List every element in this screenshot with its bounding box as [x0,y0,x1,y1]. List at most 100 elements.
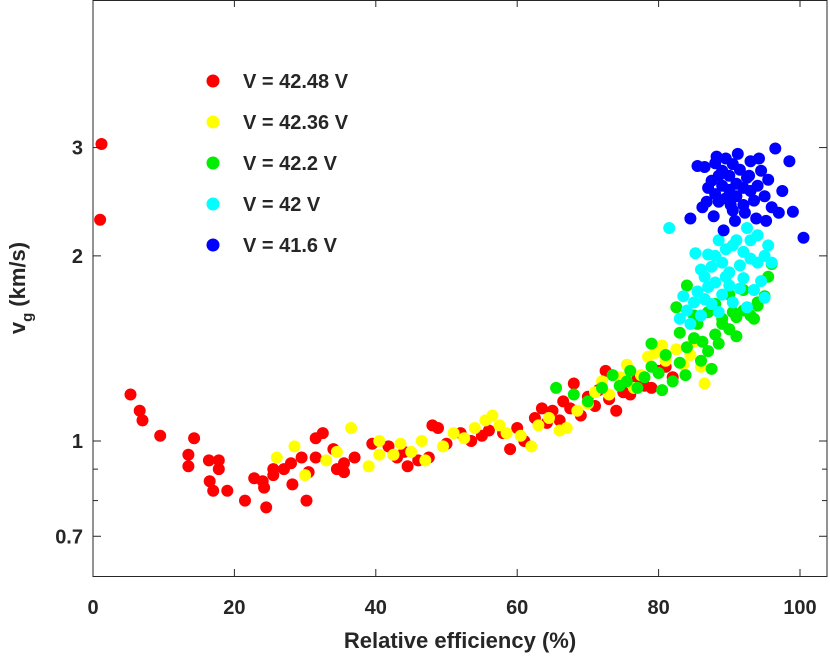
data-point [679,369,692,382]
y-axis-label-subscript: g [19,313,36,322]
y-tick-label: 2 [72,246,83,268]
data-point [482,424,495,437]
series-2 [270,335,711,482]
data-point [712,306,725,319]
data-point [295,451,308,464]
data-point [758,291,771,304]
data-point [689,247,702,260]
data-point [758,190,771,203]
data-point [330,445,343,458]
data-point [656,384,669,397]
data-point [373,448,386,461]
data-point [419,454,432,467]
data-point [656,339,669,352]
data-point [447,427,460,440]
data-point [659,349,672,361]
data-point [267,463,280,476]
x-tick-label: 40 [365,597,387,619]
data-point [726,239,739,252]
data-point [202,454,215,467]
data-point [581,395,594,408]
data-point [698,377,711,390]
data-point [709,328,722,341]
y-axis-label-symbol: v [5,321,30,334]
data-point [786,205,799,218]
y-axis-label-unit: (km/s) [5,242,30,307]
data-point [286,478,299,491]
y-axis: 0.7 1 2 3 [55,138,827,548]
data-point [705,260,718,273]
data-point [182,448,195,461]
data-point [550,381,563,394]
data-point [751,179,764,192]
data-point [212,463,225,476]
data-point [493,419,506,432]
data-point [695,309,707,322]
plot-frame [92,0,828,577]
data-point [239,494,251,507]
x-tick-label: 20 [223,597,245,619]
data-point [670,301,683,314]
data-point [688,296,700,309]
data-point [212,454,225,467]
data-point [733,259,746,272]
x-tick-label: 100 [783,597,816,619]
data-point [415,435,428,447]
data-point [755,164,768,177]
data-point [730,190,743,203]
x-axis-label: Relative efficiency (%) [344,628,576,653]
data-point [729,214,741,227]
x-tick-label: 0 [87,597,98,619]
data-point [695,263,707,276]
data-point [437,440,449,453]
data-point [719,270,732,283]
data-point [652,367,665,379]
data-point [705,362,718,375]
data-point [753,152,765,165]
data-point [700,195,713,208]
data-point [723,169,736,182]
data-point [733,163,746,176]
series-4 [663,222,778,330]
data-point [596,381,608,394]
y-tick-label: 1 [72,431,83,453]
data-point [696,335,709,348]
data-point [188,432,201,445]
data-point [716,256,729,269]
data-point [638,371,651,384]
data-point [680,304,693,317]
data-point [733,282,746,295]
data-point [649,347,662,359]
data-point [783,155,796,168]
data-point [663,222,676,234]
data-point [712,337,725,350]
data-points [94,138,810,514]
legend-label: V = 42.36 V [243,112,349,134]
data-point [738,206,751,219]
data-point [765,256,778,269]
data-point [300,494,313,507]
data-point [724,199,737,211]
data-point [726,296,739,309]
series-5 [684,142,810,244]
legend: V = 42.48 V V = 42.36 V V = 42.2 V V = 42 V… [206,71,349,257]
data-point [285,457,297,470]
data-point [710,150,723,163]
legend-marker [206,74,220,88]
data-point [203,475,216,488]
data-point [567,388,580,401]
y-tick-label: 3 [72,138,83,160]
data-point [514,429,527,442]
data-point [670,343,683,356]
data-point [645,381,658,394]
data-point [543,412,555,424]
data-point [136,414,149,427]
data-point [705,298,718,310]
data-point [553,414,566,427]
data-point [797,231,810,244]
data-point [750,212,763,225]
data-point [316,427,329,440]
data-point [748,284,760,296]
data-point [154,429,167,442]
data-point [500,427,513,440]
